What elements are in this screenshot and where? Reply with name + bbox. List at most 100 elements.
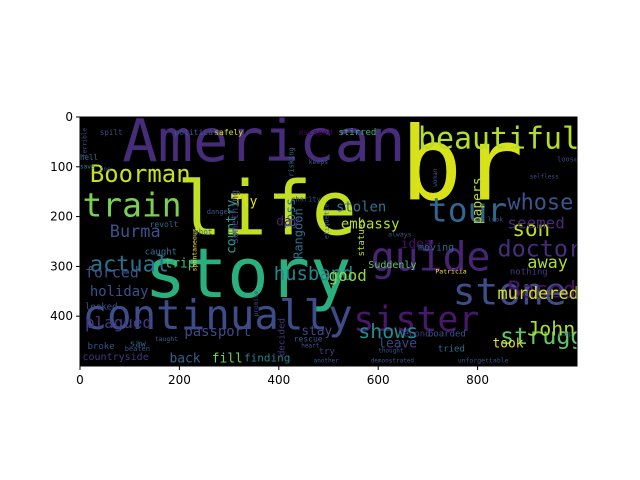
axes-frame bbox=[79, 116, 578, 367]
word-doctor: doctor bbox=[498, 235, 583, 263]
word-taught: taught bbox=[155, 335, 179, 343]
word-good: good bbox=[329, 266, 367, 285]
word-guide: guide bbox=[371, 234, 491, 280]
word-br: br bbox=[401, 106, 524, 225]
x-axis: 0 200 400 600 800 bbox=[76, 366, 489, 387]
word-actual: actual bbox=[90, 253, 169, 278]
word-unforgettable: unforgettable bbox=[458, 356, 509, 364]
word-beautiful: beautiful bbox=[418, 122, 580, 157]
word-rescue: rescue bbox=[294, 335, 323, 344]
word-spontaneous: spontaneous bbox=[191, 228, 199, 271]
word-stirred: stirred bbox=[338, 128, 376, 138]
word-try: try bbox=[319, 347, 336, 357]
word-country: country bbox=[224, 199, 239, 254]
word-jump: jump bbox=[557, 330, 573, 338]
word-keeps: keeps bbox=[309, 158, 329, 166]
word-suddenly: Suddenly bbox=[368, 260, 416, 271]
word-holiday: holiday bbox=[90, 284, 149, 300]
word-fly: fly bbox=[234, 194, 258, 209]
word-sister: sister bbox=[353, 300, 479, 340]
word-one: one bbox=[100, 166, 111, 173]
word-stolen: stolen bbox=[336, 199, 386, 215]
word-forced: forced bbox=[85, 264, 139, 282]
word-danger: danger bbox=[207, 208, 232, 216]
word-continually: continually bbox=[83, 291, 353, 339]
word-charity: charity bbox=[291, 195, 321, 203]
word-loose: loose bbox=[557, 156, 578, 164]
word-american: American bbox=[122, 106, 405, 175]
word-caught: caught bbox=[145, 248, 178, 258]
word-selfless: selfless bbox=[530, 173, 559, 180]
word-tried: tried bbox=[438, 345, 465, 355]
y-tick-label: 300 bbox=[50, 259, 73, 273]
word-husband: husband bbox=[274, 263, 354, 285]
word-burma: Burma bbox=[110, 221, 161, 241]
word-heart: heart bbox=[301, 343, 319, 350]
word-struggle: struggle bbox=[500, 322, 613, 350]
word-look: look bbox=[488, 215, 504, 223]
word-whose: whose bbox=[507, 190, 573, 215]
word-saw: saw bbox=[130, 340, 147, 350]
word-papers: papers bbox=[470, 178, 485, 225]
word-something: something bbox=[230, 190, 241, 244]
y-axis: 0 100 200 300 400 bbox=[50, 110, 80, 323]
word-woman: woman bbox=[432, 168, 439, 186]
word-stone: stone bbox=[453, 269, 567, 313]
word-promise: promise bbox=[253, 291, 260, 317]
x-tick-label: 0 bbox=[76, 373, 84, 387]
word-countryside: countryside bbox=[83, 352, 149, 363]
word-moving: moving bbox=[418, 242, 454, 253]
word-etiquette: etiquette bbox=[322, 204, 330, 239]
word-stay: stay bbox=[301, 324, 332, 339]
word-risking: risking bbox=[287, 147, 295, 177]
word-embassy: embassy bbox=[341, 217, 400, 233]
word-nothing: nothing bbox=[510, 267, 548, 277]
word-passport: passport bbox=[184, 324, 251, 340]
word-second: second bbox=[398, 330, 431, 340]
word-seemed: seemed bbox=[507, 214, 564, 233]
word-idea: idea bbox=[401, 237, 432, 252]
word-john: John bbox=[527, 318, 575, 341]
word-shows: shows bbox=[358, 320, 418, 343]
word-spilt: spilt bbox=[100, 128, 123, 137]
word-boarded: boarded bbox=[428, 330, 466, 340]
word-finding: finding bbox=[244, 352, 290, 365]
word-train: train bbox=[83, 185, 182, 224]
y-tick-label: 0 bbox=[65, 110, 73, 124]
word-story: story bbox=[145, 234, 352, 314]
word-broke: broke bbox=[88, 342, 115, 352]
word-plagued: plagued bbox=[85, 313, 152, 332]
x-tick-label: 400 bbox=[267, 373, 290, 387]
word-leave: leave bbox=[378, 336, 417, 351]
word-terrible: terrible bbox=[82, 128, 89, 157]
word-political: political bbox=[174, 128, 218, 137]
word-escaped: escaped bbox=[299, 128, 333, 137]
word-based: Based bbox=[507, 277, 576, 303]
word-trip: trip bbox=[165, 257, 196, 272]
word-patricia: Patricia bbox=[435, 268, 466, 276]
word-revolt: revolt bbox=[150, 220, 179, 229]
word-back: back bbox=[170, 351, 201, 366]
x-tick-label: 600 bbox=[367, 373, 390, 387]
word-thought: thought bbox=[378, 348, 404, 355]
word-fill: fill bbox=[212, 351, 243, 366]
word-safely: safely bbox=[214, 128, 243, 137]
y-tick-label: 200 bbox=[50, 210, 73, 224]
word-hell: hell bbox=[80, 153, 98, 162]
word-life: life bbox=[177, 166, 357, 253]
x-tick-label: 800 bbox=[466, 373, 489, 387]
y-tick-label: 100 bbox=[50, 160, 73, 174]
word-always: always bbox=[388, 230, 412, 238]
word-another: another bbox=[314, 358, 340, 365]
word-day: day bbox=[276, 214, 300, 229]
word-save: save bbox=[80, 163, 95, 170]
word-shot: shot bbox=[194, 228, 212, 237]
word-demonstrated: demonstrated bbox=[371, 358, 415, 365]
axes-background bbox=[80, 117, 577, 366]
word-decided: decided bbox=[277, 318, 287, 356]
word-son: son bbox=[512, 217, 550, 241]
y-tick-label: 400 bbox=[50, 309, 73, 323]
